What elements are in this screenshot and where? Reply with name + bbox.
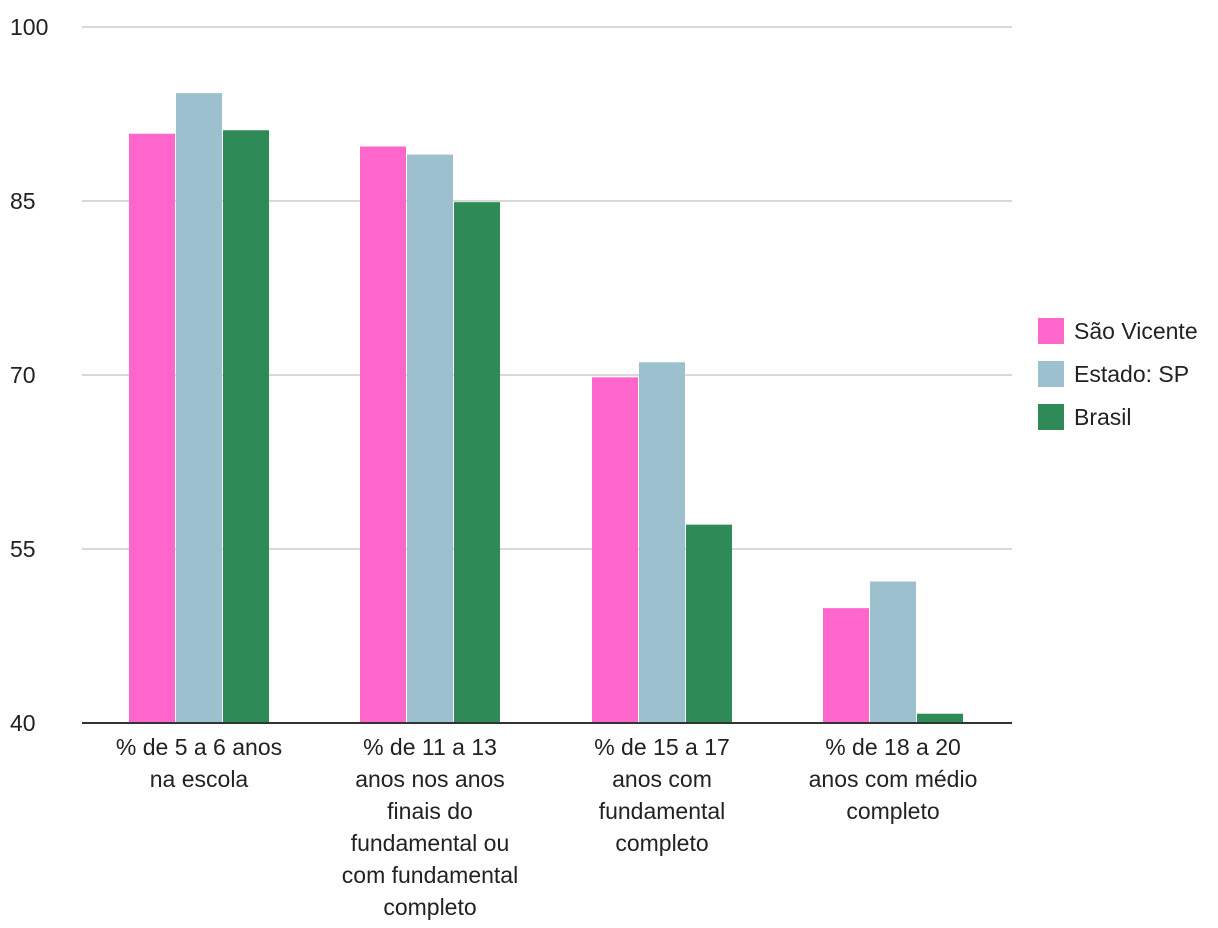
- x-category-label-line: % de 5 a 6 anos: [116, 734, 282, 760]
- legend-label: São Vicente: [1074, 318, 1198, 344]
- x-category-label-line: completo: [846, 798, 939, 824]
- x-category-label-line: % de 11 a 13: [363, 734, 497, 760]
- x-category-label: % de 5 a 6 anos na escola: [116, 734, 282, 792]
- x-category-label-line: % de 18 a 20: [825, 734, 961, 760]
- bar-estado-sp-2: [407, 154, 453, 724]
- y-tick-label: 85: [10, 188, 36, 214]
- x-category-label: % de 11 a 13 anos nos anos finais do fundam…: [342, 734, 518, 920]
- x-category-label-line: com fundamental: [342, 862, 518, 888]
- bar-s-o-vicente-1: [129, 133, 175, 724]
- x-category-label-line: % de 15 a 17: [594, 734, 730, 760]
- legend-swatch: [1038, 318, 1064, 344]
- legend-label: Estado: SP: [1074, 361, 1189, 387]
- y-tick-label: 100: [10, 14, 48, 40]
- x-category-label-line: anos com médio: [809, 766, 978, 792]
- bars: [129, 93, 963, 724]
- y-axis-tick-labels: 40 55 70 85 100: [10, 14, 48, 736]
- bar-brasil-1: [223, 130, 269, 724]
- legend: São Vicente Estado: SP Brasil: [1038, 318, 1198, 430]
- bar-brasil-4: [917, 713, 963, 723]
- x-category-label-line: completo: [383, 894, 476, 920]
- x-category-label-line: fundamental: [599, 798, 726, 824]
- x-category-label: % de 18 a 20 anos com médio completo: [809, 734, 978, 824]
- bar-estado-sp-3: [639, 362, 685, 723]
- bar-estado-sp-4: [870, 581, 916, 723]
- legend-swatch: [1038, 404, 1064, 430]
- x-category-label-line: completo: [615, 830, 708, 856]
- x-category-label: % de 15 a 17 anos com fundamental completo: [594, 734, 730, 856]
- bar-s-o-vicente-4: [823, 608, 869, 723]
- y-tick-label: 70: [10, 362, 36, 388]
- bar-brasil-3: [686, 524, 732, 723]
- bar-estado-sp-1: [176, 93, 222, 724]
- y-tick-label: 55: [10, 536, 36, 562]
- bar-s-o-vicente-3: [592, 377, 638, 723]
- x-category-label-line: finais do: [387, 798, 473, 824]
- x-category-label-line: anos com: [612, 766, 712, 792]
- bar-s-o-vicente-2: [360, 146, 406, 724]
- x-axis-category-labels: % de 5 a 6 anos na escola % de 11 a 13 anos…: [116, 734, 977, 920]
- y-tick-label: 40: [10, 710, 36, 736]
- bar-brasil-2: [454, 202, 500, 723]
- legend-label: Brasil: [1074, 404, 1132, 430]
- x-category-label-line: fundamental ou: [351, 830, 510, 856]
- legend-swatch: [1038, 361, 1064, 387]
- x-category-label-line: anos nos anos: [355, 766, 505, 792]
- x-category-label-line: na escola: [150, 766, 249, 792]
